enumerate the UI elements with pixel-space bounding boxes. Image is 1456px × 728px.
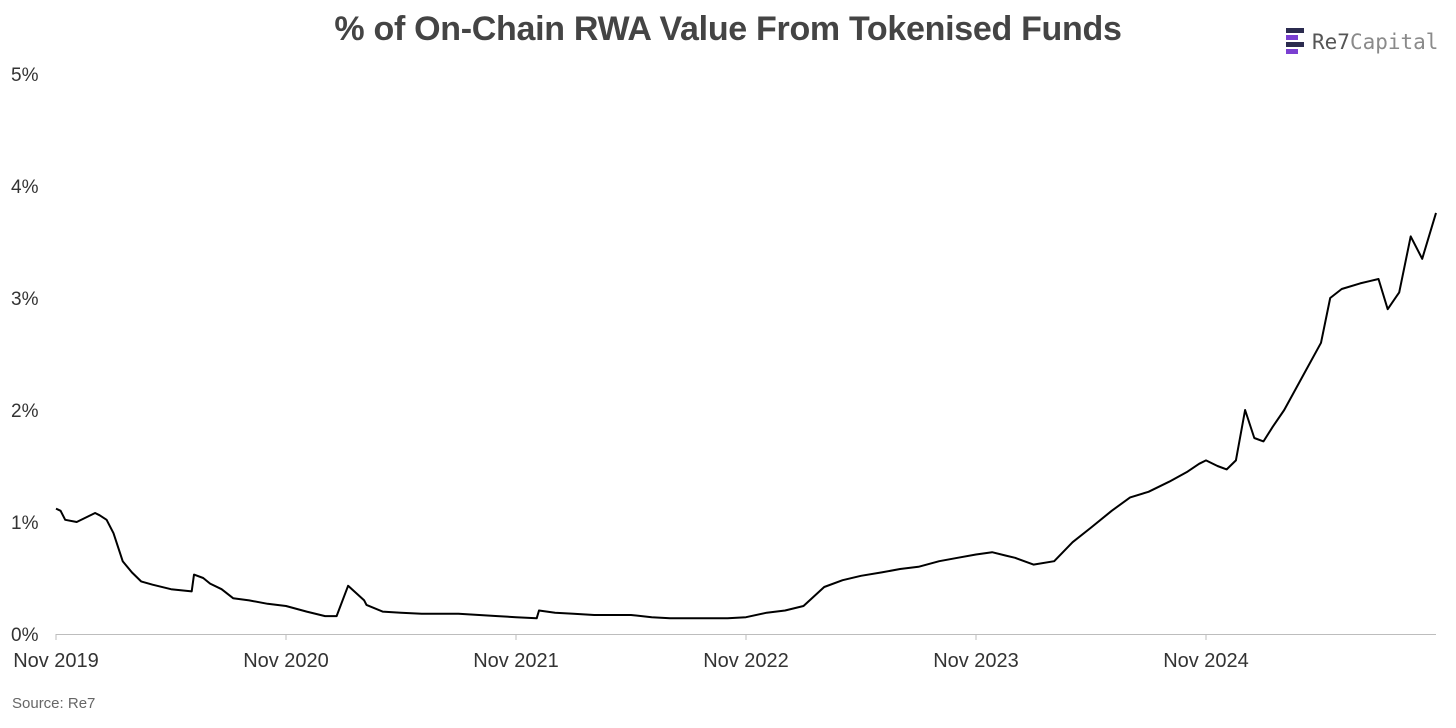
y-tick-label: 5% [11, 65, 39, 86]
x-axis: Nov 2019 Nov 2020 Nov 2021 Nov 2022 Nov 2023… [13, 634, 1436, 672]
y-tick-label: 3% [11, 289, 39, 310]
y-tick-label: 0% [11, 625, 39, 646]
brand-logo: Re7 Capital [1286, 27, 1438, 57]
y-tick-label: 4% [11, 177, 39, 198]
x-tick-label: Nov 2020 [243, 650, 329, 672]
source-note: Source: Re7 [12, 695, 96, 712]
y-tick-label: 2% [11, 401, 39, 422]
logo-text-re7: Re7 [1312, 30, 1350, 54]
y-axis: 0% 1% 2% 3% 4% 5% [11, 65, 39, 646]
x-tick-label: Nov 2021 [473, 650, 559, 672]
logo-text-capital: Capital [1349, 30, 1439, 54]
y-tick-label: 1% [11, 513, 39, 534]
series-group [55, 212, 1437, 620]
x-tick-label: Nov 2019 [13, 650, 99, 672]
series-line [55, 212, 1437, 620]
logo-mark-icon [1286, 28, 1304, 54]
x-tick-label: Nov 2023 [933, 650, 1019, 672]
x-tick-label: Nov 2022 [703, 650, 789, 672]
chart-title: % of On-Chain RWA Value From Tokenised F… [334, 10, 1122, 48]
x-tick-label: Nov 2024 [1163, 650, 1249, 672]
